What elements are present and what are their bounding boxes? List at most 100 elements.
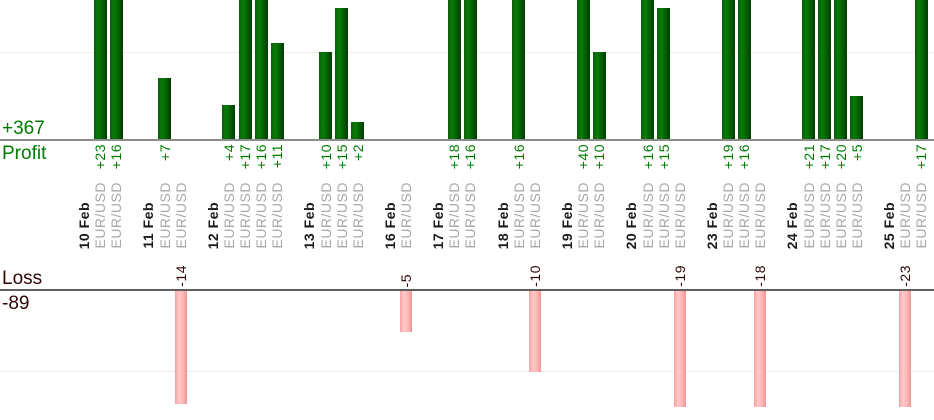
trade-value-label: +23	[92, 144, 109, 170]
symbol-label: EUR/USD	[317, 182, 334, 249]
date-label: 18 Feb	[494, 201, 511, 249]
symbol-label: EUR/USD	[639, 182, 656, 249]
date-label: 17 Feb	[430, 201, 447, 249]
loss-bar	[899, 291, 912, 407]
profit-bar	[254, 0, 268, 140]
trade-value-label: -23	[897, 265, 914, 287]
date-label: 10 Feb	[76, 201, 92, 249]
trade-value-label: +17	[816, 144, 833, 170]
symbol-label: EUR/USD	[575, 182, 592, 249]
profit-bar	[737, 0, 751, 140]
profit-bar	[512, 0, 526, 140]
trade-value-label: +7	[156, 144, 173, 161]
trade-value-label: +15	[655, 144, 672, 170]
trade-value-label: +20	[832, 144, 849, 170]
symbol-label: EUR/USD	[510, 182, 527, 249]
trade-value-label: +16	[639, 144, 656, 170]
symbol-label: EUR/USD	[671, 182, 688, 249]
profit-bar	[834, 0, 848, 140]
symbol-label: EUR/USD	[752, 182, 769, 249]
trade-value-label: +17	[913, 144, 930, 170]
trade-value-label: +2	[349, 144, 366, 161]
symbol-label: EUR/USD	[269, 182, 286, 249]
profit-bar	[93, 0, 107, 140]
symbol-label: EUR/USD	[253, 182, 270, 249]
profit-bar	[270, 43, 284, 140]
symbol-label: EUR/USD	[172, 182, 189, 249]
trade-value-label: +17	[237, 144, 253, 170]
date-label: 19 Feb	[559, 201, 575, 249]
trade-value-label: +16	[510, 144, 527, 170]
profit-bar	[222, 104, 236, 140]
trade-value-label: -10	[526, 265, 543, 287]
symbol-label: EUR/USD	[655, 182, 672, 249]
trade-value-label: +15	[333, 144, 350, 170]
profit-axis-line	[0, 139, 934, 141]
profit-bar	[641, 0, 654, 140]
trade-value-label: +21	[800, 144, 817, 170]
trade-value-label: -5	[398, 273, 414, 287]
profit-total-label: +367	[2, 118, 45, 139]
symbol-label: EUR/USD	[92, 182, 109, 249]
trade-value-label: +16	[462, 144, 479, 170]
symbol-label: EUR/USD	[816, 182, 833, 249]
symbol-label: EUR/USD	[108, 182, 125, 249]
trade-value-label: -19	[671, 265, 688, 287]
profit-bar	[592, 52, 606, 140]
loss-plot-area	[0, 291, 934, 407]
symbol-label: EUR/USD	[720, 182, 736, 249]
profit-bar	[657, 8, 671, 140]
trade-value-label: +11	[269, 144, 286, 169]
symbol-label: EUR/USD	[333, 182, 350, 249]
symbol-label: EUR/USD	[349, 182, 366, 249]
profit-bar	[802, 0, 815, 140]
trade-value-label: +16	[253, 144, 270, 170]
trade-value-label: -14	[172, 265, 189, 287]
trade-value-label: +5	[848, 144, 865, 161]
symbol-label: EUR/USD	[913, 182, 930, 249]
symbol-label: EUR/USD	[800, 182, 817, 249]
date-label: 24 Feb	[784, 201, 801, 249]
symbol-label: EUR/USD	[220, 182, 237, 249]
loss-bar	[673, 291, 686, 407]
profit-bar	[914, 0, 928, 140]
profit-bar	[351, 122, 365, 140]
profit-bar	[463, 0, 477, 140]
symbol-label: EUR/USD	[462, 182, 479, 249]
symbol-label: EUR/USD	[591, 182, 608, 249]
profit-bar	[721, 0, 735, 140]
date-label: 20 Feb	[623, 201, 640, 249]
trade-value-label: +16	[108, 144, 125, 170]
date-label: 23 Feb	[703, 201, 720, 249]
symbol-label: EUR/USD	[446, 182, 463, 249]
loss-bar	[400, 291, 412, 332]
trade-value-label: +10	[591, 144, 608, 170]
date-label: 25 Feb	[881, 201, 897, 249]
loss-bar	[174, 291, 187, 405]
profit-axis-caption: Profit	[2, 143, 47, 164]
symbol-label: EUR/USD	[156, 182, 173, 249]
loss-bar	[528, 291, 541, 372]
trade-value-label: +18	[446, 144, 463, 170]
profit-bar	[335, 8, 349, 140]
trade-value-label: +16	[736, 144, 753, 170]
symbol-label: EUR/USD	[897, 182, 914, 249]
symbol-label: EUR/USD	[736, 182, 753, 249]
symbol-label: EUR/USD	[526, 182, 543, 249]
profit-bar	[447, 0, 461, 140]
trade-value-label: -18	[752, 265, 769, 287]
profit-bar	[238, 0, 252, 140]
profit-bar	[109, 0, 123, 140]
date-label: 12 Feb	[204, 201, 221, 249]
trade-value-label: +10	[317, 144, 334, 170]
date-label: 11 Feb	[140, 202, 157, 249]
symbol-label: EUR/USD	[848, 182, 865, 249]
date-label: 13 Feb	[301, 201, 318, 249]
date-label: 16 Feb	[381, 201, 398, 249]
profit-plot-area	[0, 0, 934, 140]
symbol-label: EUR/USD	[832, 182, 849, 249]
loss-gridline	[0, 371, 934, 372]
trade-value-label: +4	[220, 144, 237, 161]
loss-bar	[754, 291, 767, 407]
